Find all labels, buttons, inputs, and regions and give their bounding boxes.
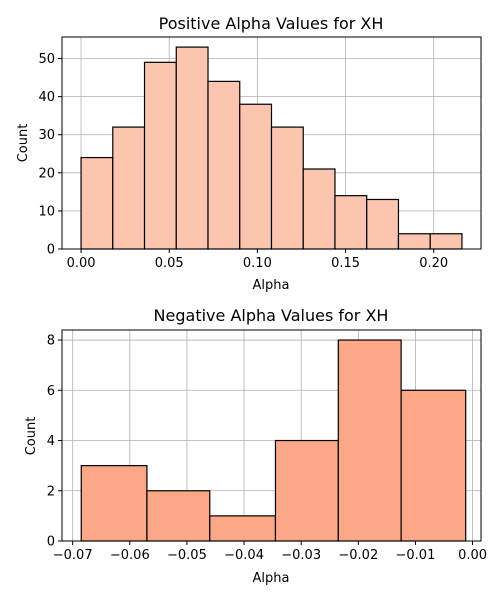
y-tick-label: 0 (47, 535, 55, 550)
histogram-bar (209, 515, 277, 542)
histogram-bar (80, 465, 148, 542)
x-axis-label: Alpha (253, 278, 290, 293)
y-tick-label: 4 (47, 434, 55, 449)
x-tick-label: −0.06 (110, 548, 150, 563)
x-tick-label: 0.05 (155, 256, 184, 271)
y-tick-label: 20 (38, 166, 55, 181)
x-tick-label: 0.15 (331, 256, 360, 271)
x-tick-label: −0.04 (224, 548, 264, 563)
histogram-bar (334, 195, 368, 250)
histogram-bar (80, 156, 114, 250)
histogram-bar (366, 198, 400, 250)
y-tick-label: 6 (47, 384, 55, 399)
x-tick-label: −0.03 (281, 548, 321, 563)
y-tick-label: 8 (47, 334, 55, 349)
y-axis-label: Count (16, 124, 31, 163)
positive-alpha-chart: Positive Alpha Values for XH 0.00 0.05 0.1… (16, 14, 482, 293)
y-tick-label: 2 (47, 484, 55, 499)
x-axis-label: Alpha (253, 571, 290, 586)
histogram-bar (207, 80, 241, 250)
x-tick-label: 0.00 (458, 548, 487, 563)
x-tick-label: 0.10 (243, 256, 272, 271)
x-tick-label: 0.00 (67, 256, 96, 271)
y-tick-label: 0 (47, 243, 55, 258)
x-tick-label: −0.05 (167, 548, 207, 563)
x-tick-label: −0.02 (338, 548, 378, 563)
x-tick-label: 0.20 (419, 256, 448, 271)
y-tick-label: 30 (38, 128, 55, 143)
plot-frame (61, 36, 482, 250)
chart-title: Positive Alpha Values for XH (159, 14, 384, 33)
histogram-bar (112, 126, 146, 250)
histogram-bar (274, 439, 339, 542)
histogram-bar (429, 233, 463, 250)
histogram-bar (400, 389, 467, 542)
y-tick-label: 10 (38, 204, 55, 219)
histogram-bar (270, 126, 304, 250)
histogram-bar (337, 339, 402, 542)
histogram-bar (302, 168, 336, 250)
histogram-bar (175, 46, 209, 250)
y-axis-label: Count (24, 417, 39, 456)
y-tick-label: 40 (38, 90, 55, 105)
y-tick-label: 50 (38, 52, 55, 67)
negative-alpha-chart: Negative Alpha Values for XH −0.07 −0.06 −… (24, 306, 487, 586)
histogram-bar (397, 233, 431, 250)
chart-title: Negative Alpha Values for XH (154, 306, 389, 325)
histogram-bar (239, 103, 273, 250)
x-tick-label: −0.07 (53, 548, 93, 563)
histogram-bar (143, 61, 177, 250)
x-tick-label: −0.01 (396, 548, 436, 563)
plot-frame (61, 329, 482, 542)
histogram-bar (146, 490, 211, 542)
